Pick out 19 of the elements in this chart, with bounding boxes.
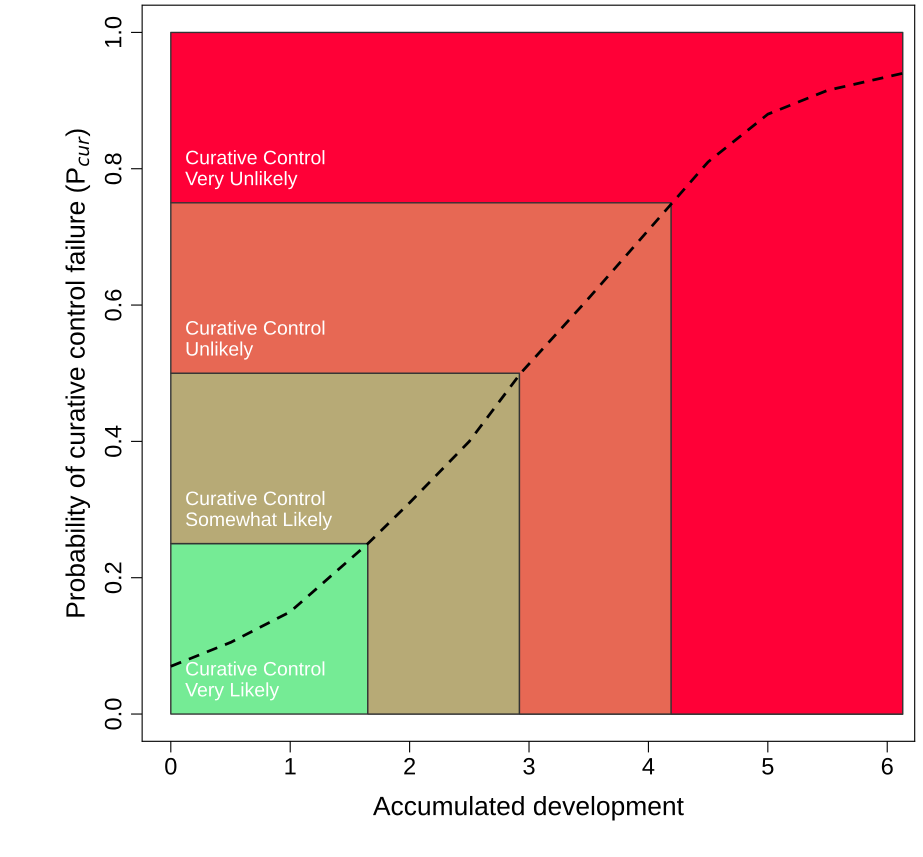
y-tick-label: 0.6 — [104, 290, 122, 321]
x-tick-label: 5 — [762, 758, 774, 775]
y-tick-label: 0.2 — [104, 562, 122, 594]
x-tick-label: 0 — [165, 758, 176, 775]
x-tick-label: 4 — [642, 758, 654, 774]
y-tick-label: 1.0 — [104, 16, 122, 48]
x-tick-label: 1 — [285, 758, 296, 774]
y-axis-title: Probability of curative control failure (P$_{cur}$) — [65, 129, 90, 617]
series-label: Curative Control Very Likely — [185, 661, 324, 700]
x-tick-label: 3 — [523, 758, 535, 775]
series-label: Curative Control Very Unlikely — [185, 150, 324, 190]
series-label: Curative Control Somewhat Likely — [186, 490, 332, 530]
x-tick-label: 2 — [404, 758, 415, 774]
x-axis-title: Accumulated development — [372, 796, 684, 821]
y-tick-label: 0.0 — [104, 698, 122, 730]
series-label: Curative Control Unlikely — [186, 320, 324, 360]
y-tick-label: 0.8 — [104, 153, 122, 184]
y-tick-label: 0.4 — [104, 426, 122, 457]
x-tick-label: 6 — [882, 758, 893, 775]
